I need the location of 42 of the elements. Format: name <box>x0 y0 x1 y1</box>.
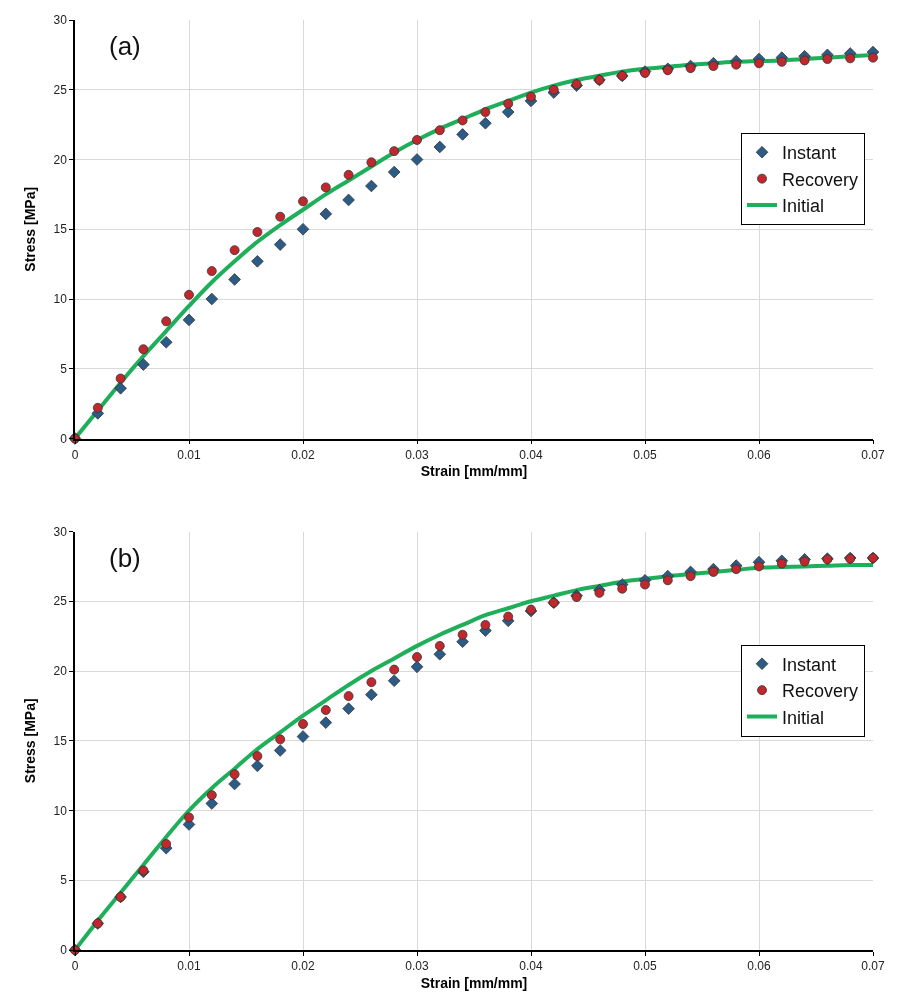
y-tick-label: 15 <box>53 733 68 748</box>
legend-label: Initial <box>782 707 825 728</box>
y-tick-label: 5 <box>60 361 68 376</box>
x-tick-label: 0.03 <box>405 447 429 462</box>
y-tick-label: 20 <box>53 664 68 679</box>
x-tick-label: 0.01 <box>177 959 201 974</box>
annotation: (a) <box>109 31 141 61</box>
x-tick-label: 0.02 <box>291 447 315 462</box>
x-tick-label: 0.01 <box>177 447 201 462</box>
y-axis-title: Stress [MPa] <box>21 698 38 784</box>
y-tick-label: 20 <box>53 152 68 167</box>
y-tick-label: 0 <box>60 431 68 446</box>
y-tick-label: 30 <box>53 13 68 28</box>
y-tick-label: 10 <box>53 803 68 818</box>
y-tick-label: 10 <box>53 292 68 307</box>
x-tick-label: 0 <box>71 959 79 974</box>
x-tick-label: 0.04 <box>519 447 543 462</box>
legend-label: Recovery <box>782 169 859 190</box>
y-axis-title: Stress [MPa] <box>21 186 38 272</box>
x-tick-label: 0.06 <box>747 959 771 974</box>
legend-label: Initial <box>782 196 825 217</box>
x-tick-label: 0.05 <box>633 959 657 974</box>
x-tick-label: 0.05 <box>633 447 657 462</box>
y-tick-label: 5 <box>60 873 68 888</box>
x-tick-label: 0.06 <box>747 447 771 462</box>
x-axis-title: Strain [mm/mm] <box>420 463 528 480</box>
annotation: (b) <box>109 543 141 573</box>
y-tick-label: 25 <box>53 82 68 97</box>
x-tick-label: 0.03 <box>405 959 429 974</box>
x-tick-label: 0.07 <box>861 959 885 974</box>
legend-label: Recovery <box>782 681 859 702</box>
legend-label: Instant <box>782 654 837 675</box>
y-tick-label: 30 <box>53 524 68 539</box>
x-tick-label: 0.04 <box>519 959 543 974</box>
x-tick-label: 0.07 <box>861 447 885 462</box>
y-tick-label: 25 <box>53 594 68 609</box>
legend-label: Instant <box>782 143 837 164</box>
x-axis-title: Strain [mm/mm] <box>420 974 528 991</box>
y-tick-label: 0 <box>60 943 68 958</box>
x-tick-label: 0.02 <box>291 959 315 974</box>
x-tick-label: 0 <box>71 447 79 462</box>
y-tick-label: 15 <box>53 222 68 237</box>
